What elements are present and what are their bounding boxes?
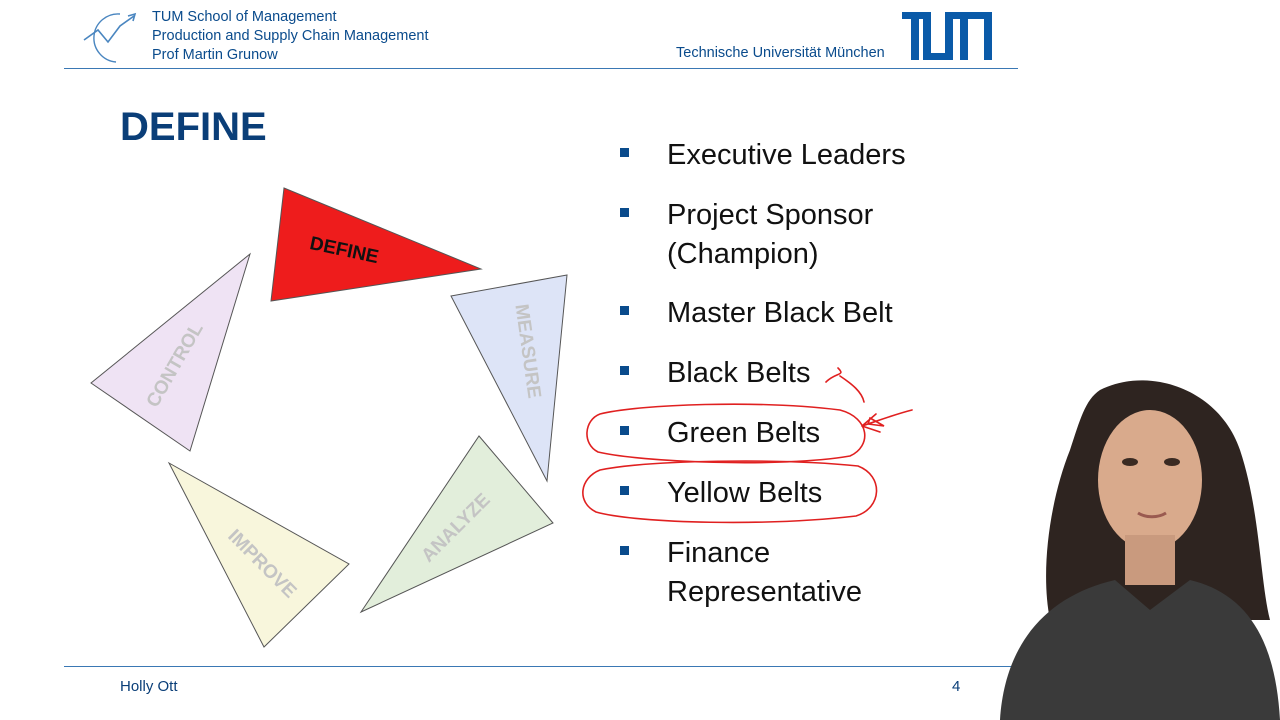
institution-block: TUM School of Management Production and …	[152, 8, 428, 65]
university-name: Technische Universität München	[676, 45, 885, 61]
list-item: Master Black Belt	[620, 294, 893, 333]
annotation-circle-green-belts	[586, 403, 866, 464]
page-number: 4	[952, 678, 961, 695]
bullet-square-icon	[620, 306, 629, 315]
institution-line: TUM School of Management	[152, 9, 337, 25]
annotation-circle-yellow-belts	[582, 460, 878, 524]
cycle-segment-improve: IMPROVE	[167, 461, 350, 648]
cycle-segment-control: CONTROL	[90, 252, 251, 452]
list-item-label: Yellow Belts	[667, 477, 823, 509]
list-item-label: Black Belts	[667, 357, 811, 389]
annotation-check-mark	[825, 367, 865, 403]
dmaic-cycle-diagram: DEFINE MEASURE ANALYZE IMPROVE CONTROL	[90, 187, 568, 648]
list-item-label: Master Black Belt	[667, 297, 893, 329]
presenter-name: Holly Ott	[120, 678, 178, 695]
list-item: Green Belts	[620, 414, 820, 453]
list-item-label: Project Sponsor (Champion)	[667, 199, 874, 270]
list-item: Black Belts	[620, 354, 810, 393]
header-divider	[64, 68, 1018, 69]
list-item: Yellow Belts	[620, 474, 822, 513]
bullet-square-icon	[620, 486, 629, 495]
institution-line: Prof Martin Grunow	[152, 47, 278, 63]
list-item-label: Executive Leaders	[667, 139, 906, 171]
annotation-arrow-icon	[861, 409, 913, 433]
bullet-square-icon	[620, 426, 629, 435]
bullet-square-icon	[620, 208, 629, 217]
bullet-square-icon	[620, 148, 629, 157]
tum-logo-icon	[902, 12, 992, 60]
bullet-square-icon	[620, 546, 629, 555]
bullet-square-icon	[620, 366, 629, 375]
slide-title: DEFINE	[120, 105, 267, 149]
presenter-video-image	[1000, 380, 1280, 720]
list-item: Finance Representative	[620, 534, 862, 612]
list-item: Executive Leaders	[620, 136, 906, 175]
school-logo-icon	[83, 12, 137, 63]
cycle-segment-define: DEFINE	[270, 187, 483, 302]
list-item-label: Green Belts	[667, 417, 821, 449]
cycle-segment-measure: MEASURE	[450, 274, 568, 483]
list-item: Project Sponsor (Champion)	[620, 196, 873, 274]
footer-divider	[64, 666, 1018, 667]
institution-line: Production and Supply Chain Management	[152, 28, 429, 44]
list-item-label: Finance Representative	[667, 537, 863, 608]
